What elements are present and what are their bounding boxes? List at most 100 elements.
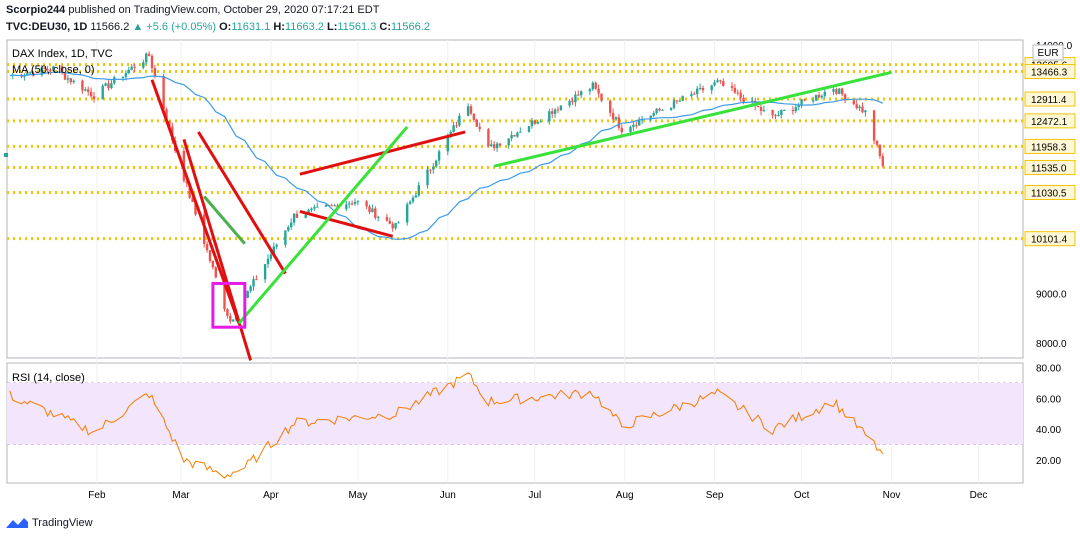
candle (742, 97, 745, 103)
candle (333, 205, 336, 207)
last-price: 11566.2 (90, 21, 130, 33)
candle (353, 201, 357, 204)
candle (316, 206, 319, 208)
candle (556, 109, 560, 111)
change-arrow-icon: ▲ (132, 21, 144, 33)
month-tick: Sep (706, 490, 724, 501)
candle (411, 197, 415, 202)
candle (81, 80, 84, 91)
candle (493, 144, 496, 149)
candle (292, 213, 296, 223)
candle (730, 85, 734, 88)
candle (223, 277, 226, 310)
candle (263, 264, 267, 280)
candle (107, 83, 110, 89)
candle (490, 144, 493, 147)
candle (559, 105, 563, 111)
publish-header: Scorpio244 published on TradingView.com,… (6, 4, 379, 16)
candle (843, 94, 847, 101)
candle (716, 80, 719, 83)
candle (478, 126, 481, 130)
candle (397, 222, 400, 224)
candle (458, 115, 461, 126)
candle (672, 100, 676, 109)
candle (771, 109, 774, 116)
candle (371, 208, 374, 213)
candle (350, 203, 354, 205)
candle (385, 216, 389, 221)
candle (495, 143, 499, 149)
green-trendline (237, 125, 409, 325)
candle (475, 119, 478, 127)
price-level-badge (1024, 138, 1076, 154)
quote-header: TVC:DEU30, 1D 11566.2 ▲ +5.6 (+0.05%) O:… (6, 21, 430, 33)
price-level-label: 13466.3 (1031, 67, 1068, 78)
candle (861, 106, 864, 113)
red-trendline (299, 130, 466, 176)
candle (133, 66, 136, 68)
candle (31, 72, 35, 76)
month-tick: Apr (263, 490, 279, 501)
candle (246, 290, 249, 298)
candle (533, 120, 536, 124)
currency-box[interactable] (1032, 44, 1064, 61)
candle (269, 254, 273, 259)
candle (762, 109, 766, 111)
candle (638, 119, 641, 126)
candle (287, 227, 290, 231)
candle (63, 73, 67, 80)
candle (43, 67, 46, 70)
candle (391, 223, 394, 229)
candle (756, 105, 760, 108)
rsi-axis-tick: 40.00 (1036, 425, 1061, 436)
candle (66, 78, 70, 80)
month-tick: Mar (172, 490, 190, 501)
high-label: H: (273, 21, 285, 33)
candle (591, 82, 594, 90)
candle (722, 81, 725, 86)
change-value: +5.6 (+0.05%) (146, 21, 217, 33)
price-pane[interactable] (6, 39, 1024, 359)
candle (142, 62, 145, 68)
candle (275, 244, 278, 247)
candle (330, 205, 333, 207)
rsi-line (9, 372, 884, 479)
month-tick: Aug (616, 490, 634, 501)
candle (147, 53, 151, 56)
highlight-box (211, 281, 247, 329)
candle (377, 216, 380, 218)
rsi-axis-tick: 20.00 (1036, 456, 1061, 467)
candle (101, 85, 104, 100)
price-level-badge (1024, 231, 1076, 247)
candle (229, 315, 232, 322)
candle (527, 126, 531, 132)
candle (255, 279, 258, 281)
candle (191, 197, 194, 202)
candle (104, 83, 107, 86)
candle (783, 109, 786, 111)
candle (113, 77, 116, 84)
candle (168, 121, 171, 127)
ma-legend: MA (50, close, 0) (12, 64, 95, 76)
candle (600, 93, 603, 101)
candle (472, 113, 476, 120)
candle (205, 243, 209, 251)
price-level-badge (1024, 159, 1076, 175)
price-level-label: 12911.4 (1031, 95, 1067, 106)
red-trendline (299, 209, 394, 238)
tradingview-logo[interactable]: TradingView (6, 517, 93, 529)
low-value: 11561.3 (337, 21, 377, 33)
candle (678, 100, 681, 102)
candle (266, 258, 270, 265)
author-name[interactable]: Scorpio244 (6, 4, 66, 16)
candle (469, 106, 473, 114)
candle (640, 119, 644, 121)
month-tick: Nov (883, 490, 901, 501)
candle (345, 204, 348, 209)
candle (872, 110, 876, 141)
candle (536, 121, 539, 124)
candle (635, 124, 638, 126)
candle (452, 125, 455, 132)
tradingview-logo-icon (6, 518, 28, 528)
